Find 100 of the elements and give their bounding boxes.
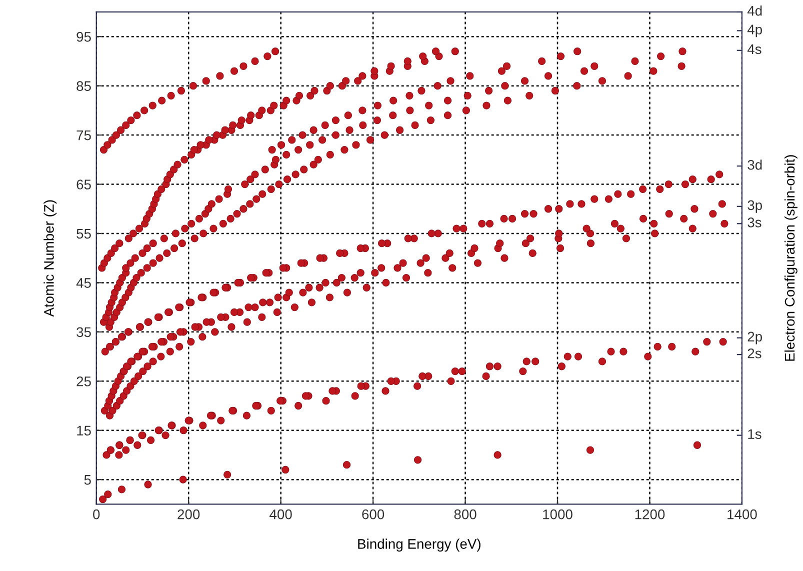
point — [418, 372, 426, 380]
point — [230, 67, 238, 75]
point — [210, 224, 218, 232]
point — [102, 451, 110, 459]
point — [115, 451, 123, 459]
point — [247, 274, 255, 282]
point — [411, 121, 419, 130]
point — [338, 274, 346, 282]
point — [538, 57, 546, 66]
point — [654, 342, 662, 351]
point — [130, 377, 138, 385]
point — [681, 180, 690, 188]
point — [149, 259, 157, 267]
point — [707, 176, 715, 184]
point — [378, 264, 386, 272]
point — [340, 146, 348, 154]
point — [221, 126, 229, 134]
point — [157, 352, 165, 360]
point — [482, 102, 490, 110]
point — [650, 67, 658, 75]
point — [558, 362, 566, 370]
point — [610, 220, 619, 228]
point — [264, 52, 272, 60]
point — [251, 170, 259, 178]
point — [243, 318, 251, 326]
point — [230, 308, 238, 316]
point — [163, 249, 171, 257]
y-tick-label: 85 — [76, 81, 91, 91]
point — [283, 176, 292, 184]
point — [224, 470, 232, 478]
point — [131, 254, 139, 262]
point — [160, 234, 168, 242]
point — [108, 136, 116, 144]
point — [261, 166, 269, 174]
point — [458, 367, 466, 376]
point — [482, 372, 490, 380]
point — [252, 195, 260, 203]
point — [578, 200, 586, 208]
point — [189, 82, 198, 90]
point — [129, 230, 138, 238]
point — [298, 131, 306, 139]
point — [305, 284, 313, 292]
point — [179, 476, 187, 484]
point — [292, 170, 300, 178]
point — [573, 82, 581, 90]
y-tick-label: 25 — [76, 376, 91, 386]
point — [229, 121, 237, 130]
point — [116, 126, 125, 134]
point — [688, 176, 696, 184]
text: 2p — [748, 332, 762, 344]
point — [176, 328, 184, 336]
point — [172, 230, 180, 238]
point — [378, 240, 386, 248]
point — [389, 112, 397, 120]
point — [356, 244, 364, 252]
point — [170, 244, 178, 252]
point — [224, 185, 232, 194]
point — [180, 156, 188, 164]
point — [342, 460, 351, 469]
point — [234, 278, 242, 287]
point — [116, 240, 124, 248]
point — [574, 48, 582, 56]
point — [181, 224, 189, 232]
point — [566, 200, 574, 208]
point — [362, 284, 370, 292]
point — [474, 259, 482, 267]
point — [530, 210, 538, 218]
point — [580, 67, 588, 75]
point — [200, 230, 208, 238]
point — [242, 412, 251, 420]
x-axis-title: Binding Energy (eV) — [358, 538, 480, 552]
point — [217, 313, 225, 321]
point — [188, 220, 196, 228]
point — [582, 224, 590, 232]
point — [104, 141, 112, 149]
point — [520, 210, 529, 218]
point — [308, 298, 316, 306]
point — [639, 185, 647, 194]
point — [434, 82, 442, 90]
point — [590, 195, 598, 203]
x-tick-label: 800 — [454, 509, 476, 520]
point — [426, 116, 435, 124]
point — [285, 288, 293, 296]
point — [294, 402, 302, 410]
text: 2s — [748, 348, 762, 358]
point — [352, 141, 360, 149]
point — [116, 397, 124, 405]
point — [158, 96, 166, 104]
point — [425, 102, 433, 110]
point — [299, 288, 307, 296]
point — [402, 274, 410, 282]
point — [190, 146, 198, 154]
point — [354, 77, 362, 85]
point — [380, 131, 388, 139]
point — [382, 278, 390, 287]
point — [240, 62, 248, 70]
point — [444, 96, 452, 104]
point — [627, 190, 635, 198]
point — [158, 185, 166, 194]
point — [166, 333, 174, 341]
